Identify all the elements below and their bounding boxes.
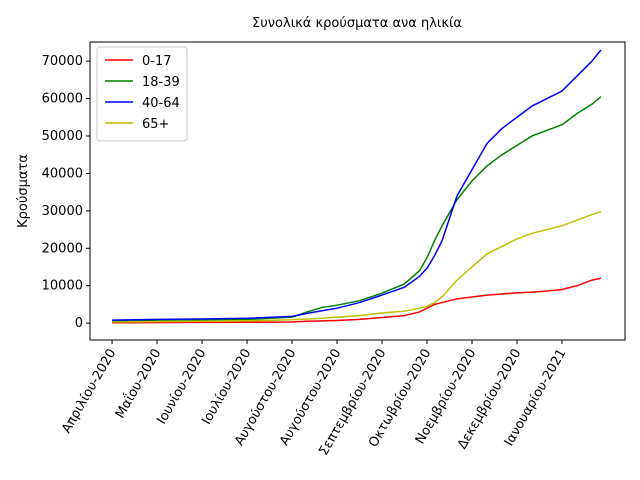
legend-box bbox=[96, 46, 188, 142]
y-axis-label: Κρούσματα bbox=[16, 154, 31, 228]
line bbox=[112, 277, 602, 324]
line bbox=[112, 49, 602, 321]
legend-label: 40-64 bbox=[142, 96, 180, 111]
legend-label: 0-17 bbox=[142, 54, 172, 69]
y-tick-label: 60000 bbox=[42, 92, 83, 107]
y-tick-label: 20000 bbox=[42, 241, 83, 256]
y-tick-label: 50000 bbox=[42, 129, 83, 144]
y-tick-label: 70000 bbox=[42, 54, 83, 69]
y-tick-label: 0 bbox=[75, 316, 83, 331]
y-tick-label: 40000 bbox=[42, 166, 83, 181]
chart-title: Συνολικά κρούσματα ανα ηλικία bbox=[252, 16, 462, 31]
y-tick-label: 30000 bbox=[42, 204, 83, 219]
axes-frame bbox=[89, 41, 626, 341]
y-tick-label: 10000 bbox=[42, 279, 83, 294]
legend-label: 18-39 bbox=[142, 75, 180, 90]
legend-label: 65+ bbox=[142, 117, 169, 132]
line bbox=[112, 210, 602, 323]
